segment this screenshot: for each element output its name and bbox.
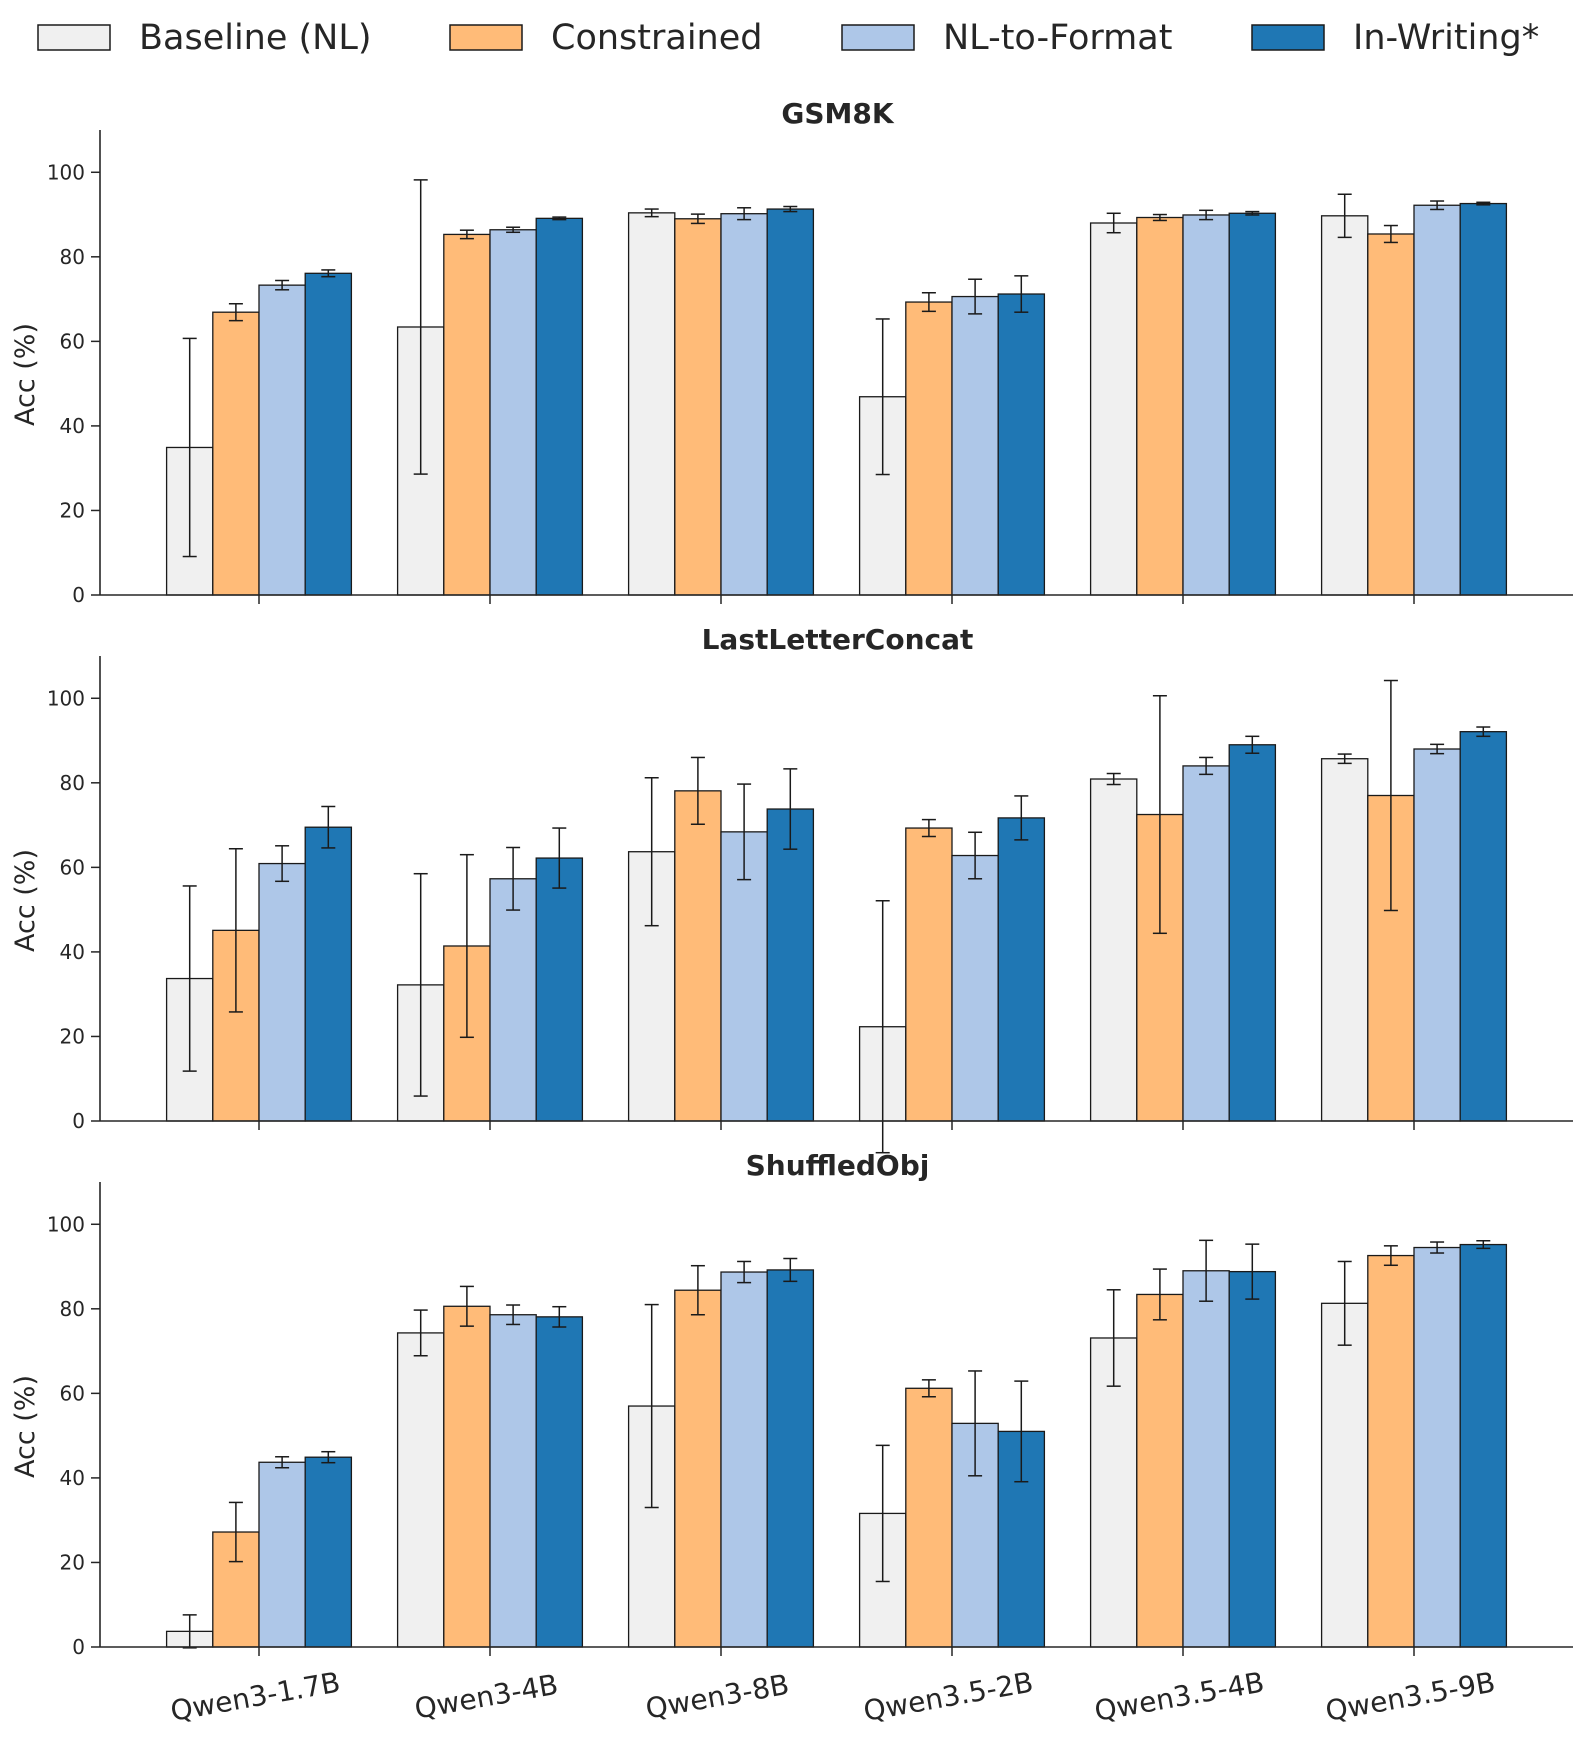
bar: [720, 1271, 768, 1648]
panel-title: LastLetterConcat: [702, 623, 974, 656]
bar: [258, 1461, 306, 1648]
panel-title: ShuffledObj: [746, 1149, 930, 1182]
bar: [489, 229, 537, 596]
bar: [1089, 222, 1138, 596]
y-tick-label: 0: [72, 1109, 85, 1133]
legend-label: Baseline (NL): [139, 18, 372, 58]
bar: [766, 208, 815, 596]
bar: [951, 295, 999, 596]
bar: [1320, 215, 1369, 596]
legend-label: NL-to-Format: [943, 18, 1172, 58]
bar: [905, 1387, 953, 1648]
legend-label: Constrained: [551, 18, 763, 58]
bar: [766, 1269, 815, 1648]
bar: [1228, 744, 1277, 1122]
y-tick-label: 60: [60, 329, 85, 353]
y-tick-label: 80: [60, 771, 85, 795]
bar: [1228, 1270, 1277, 1648]
x-tick-label: Qwen3.5-2B: [861, 1665, 1036, 1727]
x-tick-label: Qwen3.5-4B: [1092, 1665, 1267, 1727]
bar: [1413, 1246, 1461, 1648]
bar: [1320, 758, 1369, 1122]
legend-swatch: [449, 24, 523, 51]
bar: [1459, 731, 1508, 1122]
bar: [304, 826, 353, 1122]
x-tick-label: Qwen3-8B: [643, 1668, 791, 1726]
bar: [1182, 765, 1230, 1122]
y-tick-label: 40: [60, 940, 85, 964]
bar: [258, 284, 306, 596]
bar: [951, 854, 999, 1122]
bar: [627, 212, 676, 596]
bar: [674, 790, 722, 1122]
y-tick-label: 0: [72, 1635, 85, 1659]
y-axis-label: Acc (%): [10, 849, 41, 952]
bar: [258, 862, 306, 1122]
legend-label: In-Writing*: [1353, 18, 1539, 58]
bar: [443, 233, 491, 596]
y-tick-label: 60: [60, 855, 85, 879]
bar: [1367, 233, 1415, 596]
bar: [674, 1289, 722, 1648]
legend-swatch: [1251, 24, 1325, 51]
bar: [1228, 212, 1277, 596]
y-axis-label: Acc (%): [10, 1375, 41, 1478]
y-tick-label: 0: [72, 583, 85, 607]
y-tick-label: 100: [47, 686, 85, 710]
bar: [1182, 1270, 1230, 1648]
bar: [905, 827, 953, 1122]
bar: [720, 213, 768, 596]
bar: [1136, 216, 1184, 596]
y-tick-label: 60: [60, 1381, 85, 1405]
x-tick-label: Qwen3.5-9B: [1323, 1665, 1498, 1727]
bar: [304, 272, 353, 596]
y-tick-label: 80: [60, 245, 85, 269]
bar: [535, 217, 584, 596]
bar: [1182, 214, 1230, 596]
bar: [1413, 748, 1461, 1122]
bar: [1459, 1243, 1508, 1648]
bar: [304, 1456, 353, 1648]
y-axis-label: Acc (%): [10, 323, 41, 426]
bar: [674, 218, 722, 596]
bar: [212, 311, 260, 596]
bar: [489, 878, 537, 1122]
bar: [396, 1332, 445, 1648]
y-tick-label: 20: [60, 1550, 85, 1574]
legend-swatch: [37, 24, 111, 51]
bar: [535, 857, 584, 1122]
bar: [1413, 204, 1461, 596]
y-tick-label: 80: [60, 1297, 85, 1321]
bar: [443, 1305, 491, 1648]
bar: [997, 817, 1046, 1122]
bar: [1136, 1293, 1184, 1648]
bar: [489, 1314, 537, 1648]
x-tick-label: Qwen3-1.7B: [168, 1665, 343, 1727]
x-tick-label: Qwen3-4B: [412, 1668, 560, 1726]
y-tick-label: 20: [60, 1024, 85, 1048]
panel-title: GSM8K: [781, 97, 894, 130]
bar: [535, 1316, 584, 1648]
legend-swatch: [841, 24, 915, 51]
bar: [1367, 1254, 1415, 1648]
bar: [1320, 1302, 1369, 1648]
bar: [997, 293, 1046, 596]
bar: [1459, 202, 1508, 596]
y-tick-label: 40: [60, 414, 85, 438]
bar: [766, 808, 815, 1122]
y-tick-label: 40: [60, 1466, 85, 1490]
bar: [1089, 778, 1138, 1122]
bar: [905, 301, 953, 596]
y-tick-label: 20: [60, 498, 85, 522]
y-tick-label: 100: [47, 160, 85, 184]
y-tick-label: 100: [47, 1212, 85, 1236]
